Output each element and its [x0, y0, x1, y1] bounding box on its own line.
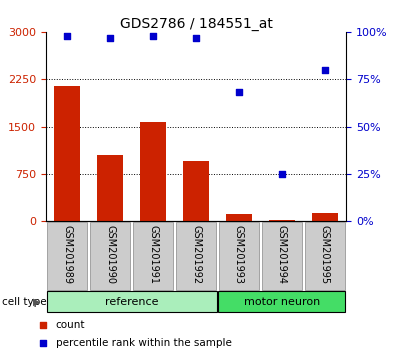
Bar: [262, 222, 302, 290]
Text: GSM201990: GSM201990: [105, 225, 115, 284]
Point: [40, 322, 47, 328]
Point: [279, 171, 285, 177]
Bar: [55, 86, 80, 221]
Text: percentile rank within the sample: percentile rank within the sample: [56, 338, 232, 348]
Text: GSM201993: GSM201993: [234, 225, 244, 284]
Point: [40, 340, 47, 346]
Text: GSM201992: GSM201992: [191, 225, 201, 284]
Bar: [97, 155, 123, 221]
Bar: [47, 291, 217, 312]
Bar: [269, 220, 295, 221]
Point: [107, 35, 113, 40]
Text: motor neuron: motor neuron: [244, 297, 320, 307]
Bar: [90, 222, 130, 290]
Bar: [219, 291, 345, 312]
Bar: [176, 222, 216, 290]
Bar: [219, 222, 259, 290]
Text: reference: reference: [105, 297, 158, 307]
Text: ▶: ▶: [33, 297, 41, 307]
Text: GSM201995: GSM201995: [320, 225, 330, 284]
Text: cell type: cell type: [2, 297, 47, 307]
Text: GSM201989: GSM201989: [62, 225, 72, 284]
Bar: [305, 222, 345, 290]
Bar: [226, 214, 252, 221]
Text: count: count: [56, 320, 85, 330]
Point: [64, 33, 70, 39]
Text: GSM201994: GSM201994: [277, 225, 287, 284]
Bar: [183, 161, 209, 221]
Point: [150, 33, 156, 39]
Bar: [133, 222, 173, 290]
Title: GDS2786 / 184551_at: GDS2786 / 184551_at: [119, 17, 273, 31]
Point: [322, 67, 328, 73]
Point: [193, 35, 199, 40]
Bar: [47, 222, 87, 290]
Point: [236, 90, 242, 95]
Bar: [140, 121, 166, 221]
Text: GSM201991: GSM201991: [148, 225, 158, 284]
Bar: [312, 213, 338, 221]
